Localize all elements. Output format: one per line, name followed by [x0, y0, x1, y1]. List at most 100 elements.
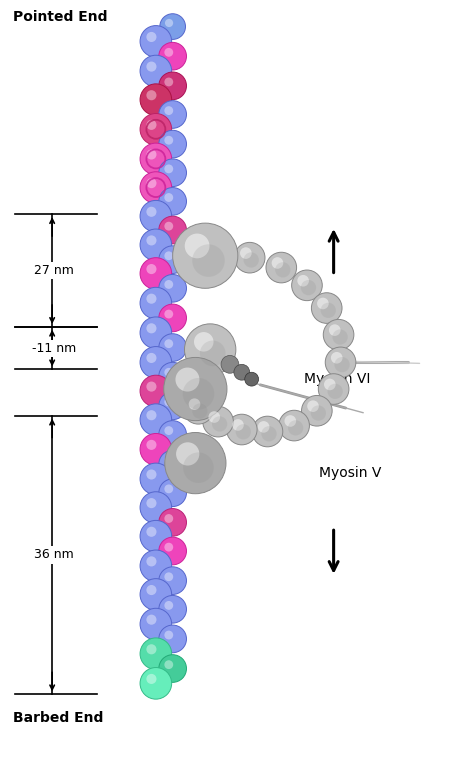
Circle shape — [164, 165, 173, 173]
Circle shape — [140, 172, 172, 203]
Circle shape — [317, 298, 329, 309]
Circle shape — [159, 187, 186, 216]
Circle shape — [140, 667, 172, 699]
Circle shape — [185, 234, 210, 258]
Circle shape — [321, 303, 336, 318]
Circle shape — [140, 26, 172, 57]
Circle shape — [159, 72, 186, 100]
Circle shape — [183, 452, 214, 483]
Circle shape — [324, 379, 335, 390]
Text: Myosin V: Myosin V — [319, 466, 381, 480]
Circle shape — [159, 130, 186, 158]
Circle shape — [146, 90, 157, 100]
Text: 36 nm: 36 nm — [34, 549, 74, 561]
Circle shape — [183, 394, 214, 424]
Circle shape — [159, 304, 186, 332]
Circle shape — [140, 608, 172, 640]
Circle shape — [146, 264, 157, 274]
Circle shape — [159, 392, 186, 419]
Circle shape — [140, 143, 172, 175]
Circle shape — [232, 419, 244, 430]
Circle shape — [159, 567, 186, 594]
Circle shape — [164, 310, 173, 318]
Circle shape — [159, 334, 186, 361]
Circle shape — [192, 245, 225, 277]
Circle shape — [146, 207, 157, 217]
Text: Pointed End: Pointed End — [13, 9, 107, 24]
Circle shape — [140, 376, 172, 407]
Circle shape — [146, 323, 157, 333]
Circle shape — [159, 596, 186, 623]
Circle shape — [285, 416, 296, 426]
Circle shape — [329, 325, 340, 336]
Circle shape — [318, 374, 349, 405]
Circle shape — [140, 434, 172, 465]
Circle shape — [212, 416, 227, 431]
Circle shape — [146, 32, 157, 42]
Circle shape — [288, 420, 304, 436]
Circle shape — [192, 404, 207, 419]
Circle shape — [164, 252, 173, 260]
Circle shape — [325, 347, 356, 378]
Circle shape — [159, 216, 186, 244]
Circle shape — [159, 159, 186, 187]
Circle shape — [208, 412, 220, 423]
Circle shape — [164, 78, 173, 86]
Text: Barbed End: Barbed End — [13, 711, 103, 725]
Circle shape — [140, 287, 172, 319]
Circle shape — [272, 257, 283, 269]
Circle shape — [146, 61, 157, 71]
Circle shape — [164, 660, 173, 669]
Circle shape — [311, 405, 326, 421]
Circle shape — [146, 120, 157, 130]
Circle shape — [140, 347, 172, 378]
Circle shape — [164, 358, 227, 421]
Circle shape — [292, 270, 322, 300]
Circle shape — [140, 84, 172, 115]
Circle shape — [323, 319, 354, 350]
Circle shape — [140, 492, 172, 524]
Circle shape — [327, 383, 343, 399]
Circle shape — [261, 426, 277, 441]
Circle shape — [164, 543, 173, 552]
Circle shape — [140, 258, 172, 289]
Circle shape — [146, 585, 157, 595]
Circle shape — [234, 365, 250, 380]
Circle shape — [164, 630, 173, 640]
Circle shape — [146, 644, 157, 655]
Circle shape — [140, 229, 172, 260]
Circle shape — [160, 14, 185, 39]
Circle shape — [302, 395, 332, 426]
Circle shape — [159, 246, 186, 274]
Text: -11 nm: -11 nm — [32, 342, 76, 355]
Circle shape — [146, 527, 157, 537]
Circle shape — [140, 114, 172, 145]
Circle shape — [146, 353, 157, 363]
Circle shape — [312, 292, 342, 323]
Circle shape — [173, 223, 238, 289]
Circle shape — [164, 572, 173, 581]
Circle shape — [183, 378, 214, 409]
Circle shape — [146, 498, 157, 508]
Circle shape — [243, 252, 259, 267]
Circle shape — [140, 579, 172, 610]
Text: Myosin VI: Myosin VI — [304, 372, 370, 387]
Circle shape — [335, 357, 350, 372]
Circle shape — [185, 324, 236, 376]
Circle shape — [159, 509, 186, 536]
Circle shape — [146, 294, 157, 303]
Circle shape — [221, 355, 239, 373]
Text: 27 nm: 27 nm — [34, 264, 74, 277]
Circle shape — [258, 421, 269, 433]
Circle shape — [164, 514, 173, 523]
Circle shape — [279, 410, 309, 441]
Circle shape — [194, 332, 214, 351]
Circle shape — [203, 406, 233, 437]
Circle shape — [159, 655, 186, 682]
Circle shape — [200, 340, 225, 366]
Circle shape — [146, 235, 157, 245]
Circle shape — [140, 404, 172, 435]
Circle shape — [159, 274, 186, 302]
Circle shape — [159, 421, 186, 448]
Circle shape — [266, 252, 297, 283]
